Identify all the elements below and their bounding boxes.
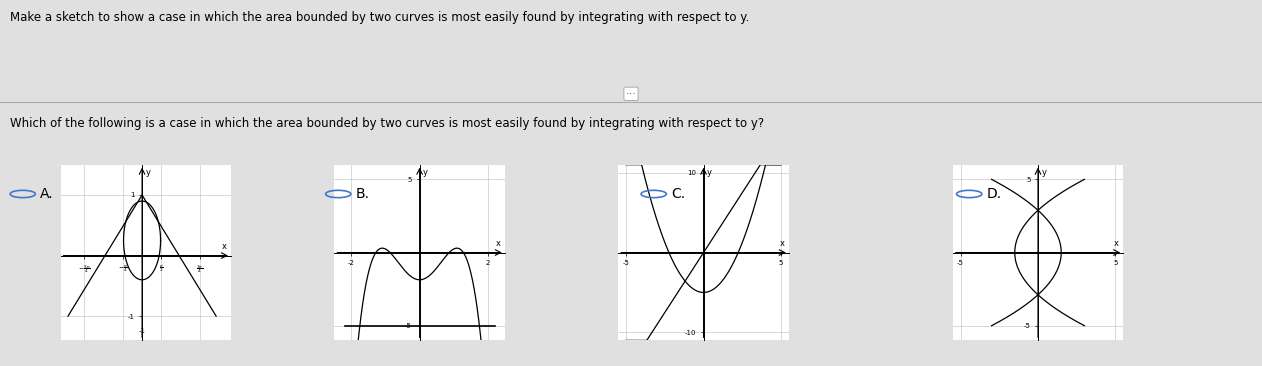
Text: B.: B. xyxy=(356,187,370,201)
Text: Which of the following is a case in which the area bounded by two curves is most: Which of the following is a case in whic… xyxy=(10,117,765,130)
Text: -1: -1 xyxy=(139,328,145,334)
Text: y: y xyxy=(1041,168,1046,177)
Text: y: y xyxy=(707,168,712,177)
Text: A.: A. xyxy=(40,187,54,201)
Text: x: x xyxy=(780,239,785,248)
Text: x: x xyxy=(222,242,226,251)
Text: D.: D. xyxy=(987,187,1002,201)
Text: y: y xyxy=(423,168,428,177)
Text: C.: C. xyxy=(671,187,685,201)
Text: x: x xyxy=(496,239,501,248)
Text: ···: ··· xyxy=(626,89,636,99)
Text: Make a sketch to show a case in which the area bounded by two curves is most eas: Make a sketch to show a case in which th… xyxy=(10,11,750,24)
Text: x: x xyxy=(1114,239,1119,248)
Text: y: y xyxy=(145,168,150,178)
